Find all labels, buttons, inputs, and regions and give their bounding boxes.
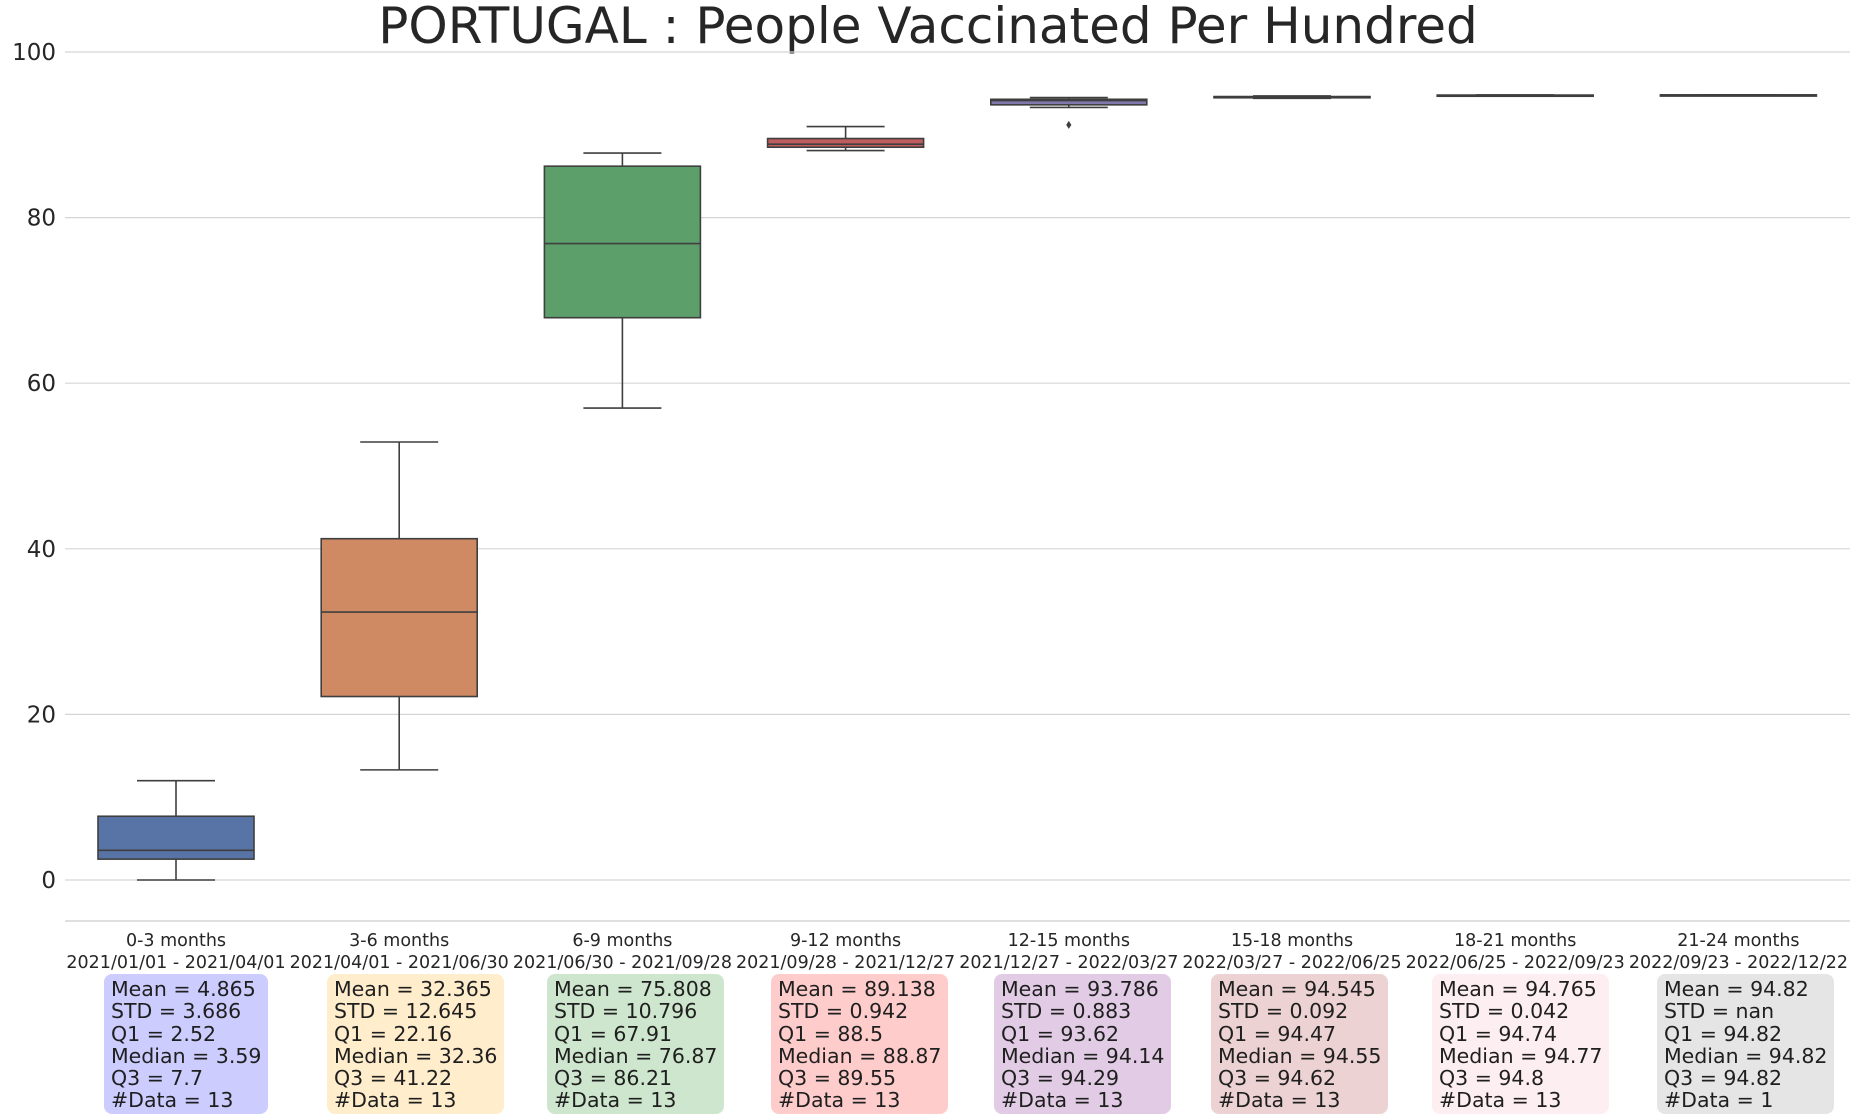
stats-line: Q3 = 7.7 [111, 1066, 203, 1091]
box-18-21-months [1436, 94, 1594, 98]
x-tick-date-range: 2022/03/27 - 2022/06/25 [1182, 953, 1401, 973]
stats-line: Mean = 94.765 [1439, 977, 1597, 1001]
x-tick-label: 3-6 months [349, 931, 449, 951]
stats-line: Median = 3.59 [111, 1043, 262, 1068]
stats-line: STD = 10.796 [554, 999, 698, 1024]
stats-line: Q1 = 2.52 [111, 1021, 217, 1046]
stats-line: Mean = 93.786 [1001, 977, 1159, 1001]
y-tick-label: 100 [12, 40, 56, 66]
stats-box: Mean = 4.865 STD = 3.686 Q1 = 2.52 Median =… [104, 974, 269, 1114]
stats-line: #Data = 13 [334, 1088, 457, 1113]
stats-line: Q3 = 89.55 [778, 1066, 897, 1091]
iqr-box [320, 537, 479, 698]
x-tick-label: 18-21 months [1454, 931, 1576, 951]
stats-line: Median = 32.36 [334, 1043, 498, 1068]
stats-line: Q1 = 94.74 [1439, 1021, 1558, 1046]
iqr-box [766, 137, 925, 149]
x-tick-label: 12-15 months [1008, 931, 1130, 951]
y-axis-ticks: 0 20 40 60 80 100 [12, 40, 56, 894]
stats-box: Mean = 75.808 STD = 10.796 Q1 = 67.91 Media… [547, 974, 725, 1114]
stats-line: Mean = 89.138 [778, 977, 936, 1001]
x-tick-date-range: 2021/12/27 - 2022/03/27 [959, 953, 1178, 973]
stats-line: Median = 94.82 [1664, 1043, 1828, 1068]
stats-line: Q3 = 86.21 [554, 1066, 673, 1091]
y-tick-label: 60 [27, 371, 56, 397]
stats-line: Q1 = 93.62 [1001, 1021, 1120, 1046]
stats-line: Mean = 75.808 [554, 977, 712, 1001]
stats-line: Median = 94.77 [1439, 1043, 1603, 1068]
x-tick-date-range: 2021/01/01 - 2021/04/01 [66, 953, 285, 973]
x-tick-date-range: 2021/06/30 - 2021/09/28 [513, 953, 732, 973]
stats-line: Q1 = 22.16 [334, 1021, 453, 1046]
stats-line: #Data = 13 [1439, 1088, 1562, 1113]
grid-lines [65, 51, 1850, 881]
x-tick-date-range: 2021/09/28 - 2021/12/27 [736, 953, 955, 973]
stats-line: #Data = 1 [1664, 1088, 1774, 1113]
x-tick-label: 9-12 months [790, 931, 901, 951]
x-tick-date-range: 2021/04/01 - 2021/06/30 [290, 953, 509, 973]
x-tick-label: 0-3 months [126, 931, 226, 951]
stats-line: Mean = 32.365 [334, 977, 492, 1001]
stats-line: Q1 = 94.82 [1664, 1021, 1783, 1046]
x-tick-label: 15-18 months [1231, 931, 1353, 951]
x-tick-date-range: 2022/06/25 - 2022/09/23 [1406, 953, 1625, 973]
y-tick-label: 80 [27, 206, 56, 232]
stats-box: Mean = 94.765 STD = 0.042 Q1 = 94.74 Median… [1432, 974, 1610, 1114]
stats-line: #Data = 13 [778, 1088, 901, 1113]
stats-line: #Data = 13 [111, 1088, 234, 1113]
iqr-box [97, 815, 255, 860]
stats-line: STD = 0.042 [1439, 999, 1570, 1024]
y-tick-label: 0 [41, 868, 56, 894]
stats-box: Mean = 32.365 STD = 12.645 Q1 = 22.16 Media… [327, 974, 505, 1114]
stats-line: Mean = 94.545 [1218, 977, 1376, 1001]
stats-box: Mean = 93.786 STD = 0.883 Q1 = 93.62 Median… [994, 974, 1172, 1114]
box-3-6-months [320, 441, 479, 771]
stats-box: Mean = 94.545 STD = 0.092 Q1 = 94.47 Median… [1211, 974, 1389, 1114]
stats-line: #Data = 13 [1218, 1088, 1341, 1113]
stats-line: STD = 3.686 [111, 999, 242, 1024]
stats-line: Q3 = 41.22 [334, 1066, 453, 1091]
stats-line: STD = 12.645 [334, 999, 478, 1024]
x-tick-date-range: 2022/09/23 - 2022/12/22 [1629, 953, 1848, 973]
y-tick-label: 20 [27, 702, 56, 728]
stats-line: Q3 = 94.62 [1218, 1066, 1337, 1091]
stats-line: Q1 = 94.47 [1218, 1021, 1337, 1046]
chart-title: PORTUGAL : People Vaccinated Per Hundred [378, 0, 1478, 55]
stats-box: Mean = 94.82 STD = nan Q1 = 94.82 Median = … [1657, 974, 1835, 1114]
stats-line: #Data = 13 [1001, 1088, 1124, 1113]
box-9-12-months [766, 125, 925, 152]
stats-line: Mean = 4.865 [111, 977, 256, 1001]
box-0-3-months [97, 779, 255, 881]
stats-line: STD = 0.092 [1218, 999, 1349, 1024]
stats-line: Median = 76.87 [554, 1043, 718, 1068]
stats-line: Q1 = 67.91 [554, 1021, 673, 1046]
y-tick-label: 40 [27, 537, 56, 563]
x-tick-label: 21-24 months [1677, 931, 1799, 951]
stats-line: Mean = 94.82 [1664, 977, 1809, 1001]
iqr-box [989, 98, 1148, 106]
box-15-18-months [1213, 95, 1371, 100]
box-series [97, 94, 1818, 881]
box-21-24-months [1659, 94, 1818, 97]
box-12-15-months [989, 96, 1148, 129]
stats-line: #Data = 13 [554, 1088, 677, 1113]
x-tick-label: 6-9 months [572, 931, 672, 951]
stats-line: Q1 = 88.5 [778, 1021, 884, 1046]
outlier-point [1066, 120, 1072, 129]
iqr-box [543, 165, 702, 319]
stats-line: STD = 0.883 [1001, 999, 1132, 1024]
stats-line: Median = 94.55 [1218, 1043, 1382, 1068]
stats-line: Q3 = 94.82 [1664, 1066, 1783, 1091]
stats-box: Mean = 89.138 STD = 0.942 Q1 = 88.5 Median … [771, 974, 949, 1114]
stats-line: Median = 88.87 [778, 1043, 942, 1068]
stats-line: Median = 94.14 [1001, 1043, 1165, 1068]
stats-line: STD = 0.942 [778, 999, 909, 1024]
stats-line: STD = nan [1664, 999, 1775, 1024]
stats-line: Q3 = 94.8 [1439, 1066, 1545, 1091]
box-6-9-months [543, 152, 702, 409]
stats-line: Q3 = 94.29 [1001, 1066, 1120, 1091]
